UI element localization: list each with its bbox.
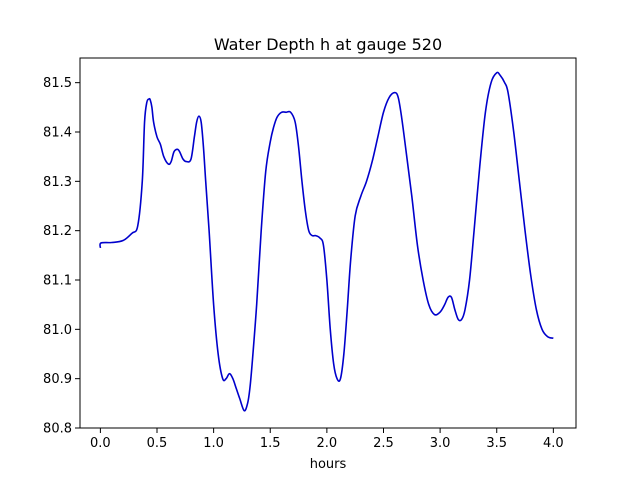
x-tick-label: 2.5 — [373, 436, 394, 451]
x-axis-label: hours — [310, 457, 347, 472]
x-tick-label: 3.0 — [430, 436, 451, 451]
x-tick-label: 1.0 — [203, 436, 224, 451]
y-axis-ticks: 80.8 80.9 81.0 81.1 81.2 81.3 81.4 81.5 — [43, 76, 80, 437]
axes-frame — [79, 57, 577, 429]
x-tick-label: 3.5 — [486, 436, 507, 451]
x-tick-label: 2.0 — [317, 436, 338, 451]
y-tick-label: 81.2 — [43, 224, 72, 239]
x-tick-label: 4.0 — [543, 436, 564, 451]
x-tick-label: 0.0 — [90, 436, 111, 451]
x-axis-ticks: 0.0 0.5 1.0 1.5 2.0 2.5 3.0 3.5 4.0 — [90, 428, 564, 451]
chart-title: Water Depth h at gauge 520 — [214, 35, 442, 54]
y-tick-label: 81.0 — [43, 323, 72, 338]
y-tick-label: 80.8 — [43, 422, 72, 437]
y-tick-label: 81.5 — [43, 76, 72, 91]
y-tick-label: 80.9 — [43, 372, 72, 387]
y-tick-label: 81.4 — [43, 126, 72, 141]
y-tick-label: 81.1 — [43, 274, 72, 289]
x-tick-label: 1.5 — [260, 436, 281, 451]
y-tick-label: 81.3 — [43, 175, 72, 190]
x-tick-label: 0.5 — [147, 436, 168, 451]
series-line-0 — [99, 71, 554, 412]
plot-area — [99, 71, 554, 412]
